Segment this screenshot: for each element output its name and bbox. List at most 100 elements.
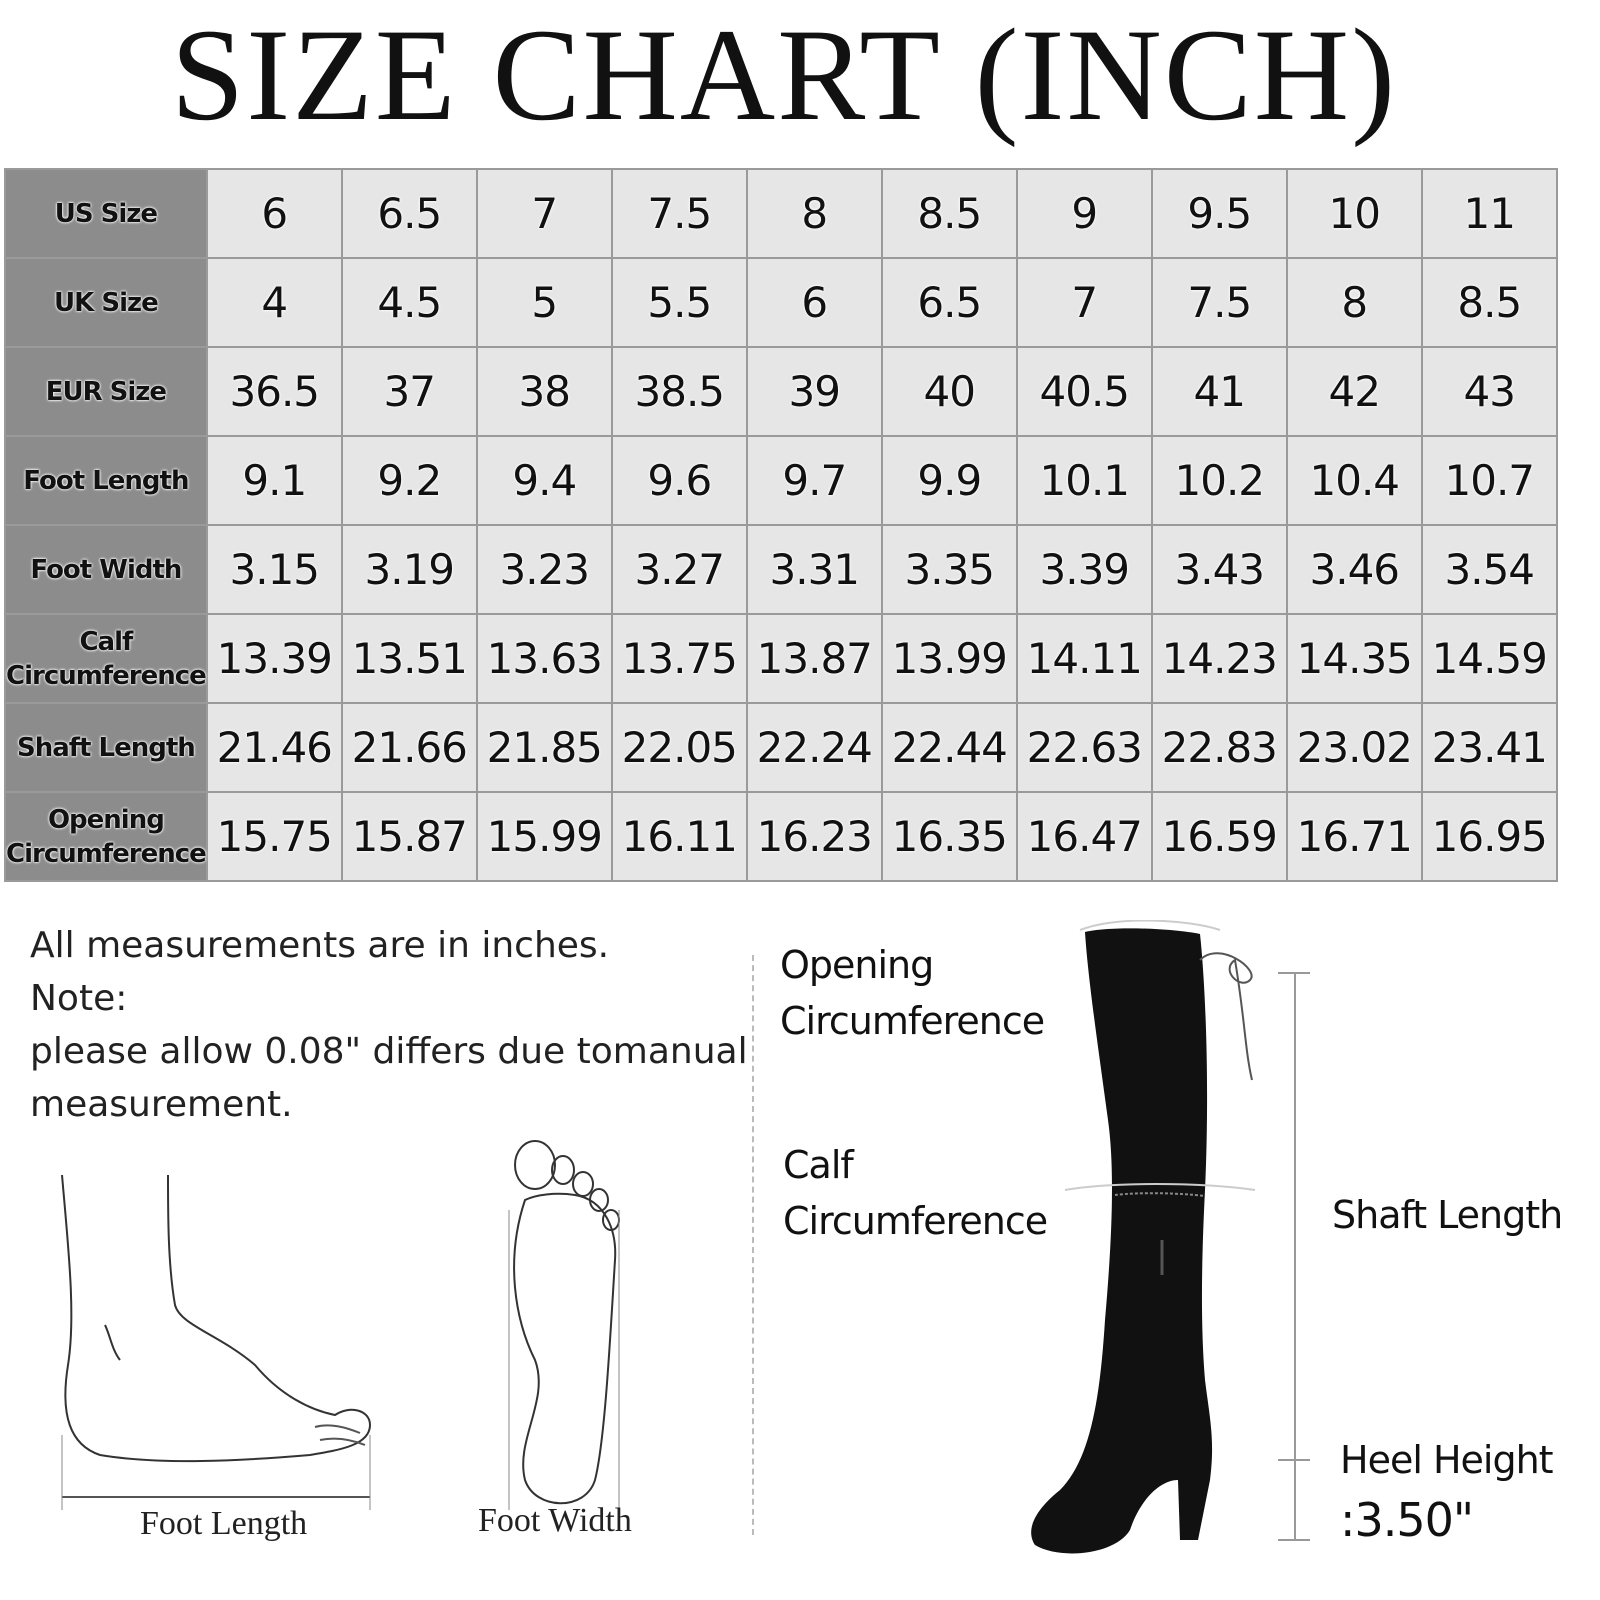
table-cell: 5	[475, 257, 613, 348]
opening-label-2: Circumference	[780, 999, 1045, 1043]
table-cell: 3.35	[880, 524, 1018, 615]
table-cell: 6	[745, 257, 883, 348]
table-cell: 43	[1420, 346, 1558, 437]
table-cell: 3.15	[205, 524, 343, 615]
table-cell: 9.5	[1150, 168, 1288, 259]
table-cell: 14.59	[1420, 613, 1558, 704]
table-cell: 15.75	[205, 791, 343, 882]
row-header: Shaft Length	[4, 702, 208, 793]
table-cell: 21.85	[475, 702, 613, 793]
table-cell: 9.1	[205, 435, 343, 526]
table-cell: 9.4	[475, 435, 613, 526]
table-cell: 16.71	[1285, 791, 1423, 882]
shaft-length-label: Shaft Length	[1332, 1193, 1563, 1237]
table-cell: 7	[1015, 257, 1153, 348]
boot-illustration	[1031, 920, 1310, 1554]
table-cell: 11	[1420, 168, 1558, 259]
table-row: Foot Length 9.1 9.2 9.4 9.6 9.7 9.9 10.1 10.2 10.…	[4, 435, 1558, 526]
table-cell: 15.87	[340, 791, 478, 882]
table-cell: 37	[340, 346, 478, 437]
table-cell: 13.99	[880, 613, 1018, 704]
foot-top-illustration	[508, 1140, 620, 1510]
table-cell: 40	[880, 346, 1018, 437]
table-cell: 22.05	[610, 702, 748, 793]
foot-side-illustration	[61, 1174, 372, 1510]
calf-label-1: Calf	[783, 1143, 854, 1187]
table-cell: 9.7	[745, 435, 883, 526]
table-cell: 16.35	[880, 791, 1018, 882]
row-header: US Size	[4, 168, 208, 259]
table-cell: 42	[1285, 346, 1423, 437]
table-cell: 22.24	[745, 702, 883, 793]
table-row: EUR Size 36.5 37 38 38.5 39 40 40.5 41 42 43	[4, 346, 1558, 437]
table-row: Shaft Length 21.46 21.66 21.85 22.05 22.24 22.…	[4, 702, 1558, 793]
opening-label-1: Opening	[780, 943, 934, 987]
table-cell: 3.39	[1015, 524, 1153, 615]
row-header: Calf Circumference	[4, 613, 208, 704]
table-cell: 6.5	[880, 257, 1018, 348]
table-cell: 4.5	[340, 257, 478, 348]
row-header: EUR Size	[4, 346, 208, 437]
note-measurements: All measurements are in inches.	[30, 925, 610, 966]
table-row: Calf Circumference 13.39 13.51 13.63 13.75 13…	[4, 613, 1558, 704]
note-text-cont: measurement.	[30, 1084, 293, 1125]
table-cell: 16.95	[1420, 791, 1558, 882]
table-cell: 40.5	[1015, 346, 1153, 437]
table-cell: 13.39	[205, 613, 343, 704]
table-cell: 3.54	[1420, 524, 1558, 615]
table-cell: 16.59	[1150, 791, 1288, 882]
row-header: Opening Circumference	[4, 791, 208, 882]
table-cell: 4	[205, 257, 343, 348]
foot-length-caption: Foot Length	[140, 1505, 308, 1542]
table-cell: 9.6	[610, 435, 748, 526]
table-row: UK Size 4 4.5 5 5.5 6 6.5 7 7.5 8 8.5	[4, 257, 1558, 348]
page-title: SIZE CHART (INCH)	[170, 1, 1398, 148]
calf-label-2: Circumference	[783, 1199, 1048, 1243]
table-cell: 14.11	[1015, 613, 1153, 704]
table-cell: 5.5	[610, 257, 748, 348]
table-cell: 7	[475, 168, 613, 259]
table-cell: 10.2	[1150, 435, 1288, 526]
table-cell: 16.23	[745, 791, 883, 882]
table-cell: 22.83	[1150, 702, 1288, 793]
foot-width-caption: Foot Width	[478, 1502, 632, 1539]
table-cell: 23.41	[1420, 702, 1558, 793]
table-cell: 13.75	[610, 613, 748, 704]
table-cell: 10.4	[1285, 435, 1423, 526]
table-cell: 16.11	[610, 791, 748, 882]
table-cell: 3.31	[745, 524, 883, 615]
table-cell: 7.5	[1150, 257, 1288, 348]
table-cell: 13.87	[745, 613, 883, 704]
table-cell: 3.46	[1285, 524, 1423, 615]
table-cell: 14.35	[1285, 613, 1423, 704]
table-cell: 21.46	[205, 702, 343, 793]
table-cell: 41	[1150, 346, 1288, 437]
heel-height-label: Heel Height	[1340, 1438, 1554, 1482]
table-cell: 22.44	[880, 702, 1018, 793]
table-cell: 15.99	[475, 791, 613, 882]
table-cell: 6.5	[340, 168, 478, 259]
table-cell: 13.51	[340, 613, 478, 704]
table-cell: 38	[475, 346, 613, 437]
row-header: Foot Width	[4, 524, 208, 615]
table-cell: 8	[745, 168, 883, 259]
table-cell: 9	[1015, 168, 1153, 259]
table-cell: 3.23	[475, 524, 613, 615]
table-cell: 38.5	[610, 346, 748, 437]
table-row: US Size 6 6.5 7 7.5 8 8.5 9 9.5 10 11	[4, 168, 1558, 259]
table-cell: 16.47	[1015, 791, 1153, 882]
table-row: Foot Width 3.15 3.19 3.23 3.27 3.31 3.35 3.39 3.…	[4, 524, 1558, 615]
table-cell: 3.27	[610, 524, 748, 615]
table-cell: 36.5	[205, 346, 343, 437]
row-header: UK Size	[4, 257, 208, 348]
table-cell: 3.43	[1150, 524, 1288, 615]
table-cell: 22.63	[1015, 702, 1153, 793]
table-cell: 10	[1285, 168, 1423, 259]
table-cell: 10.1	[1015, 435, 1153, 526]
table-cell: 13.63	[475, 613, 613, 704]
note-text: please allow 0.08" differs due tomanual	[30, 1031, 748, 1072]
table-cell: 7.5	[610, 168, 748, 259]
note-heading: Note:	[30, 978, 128, 1019]
heel-height-value: :3.50"	[1340, 1493, 1474, 1547]
table-cell: 21.66	[340, 702, 478, 793]
